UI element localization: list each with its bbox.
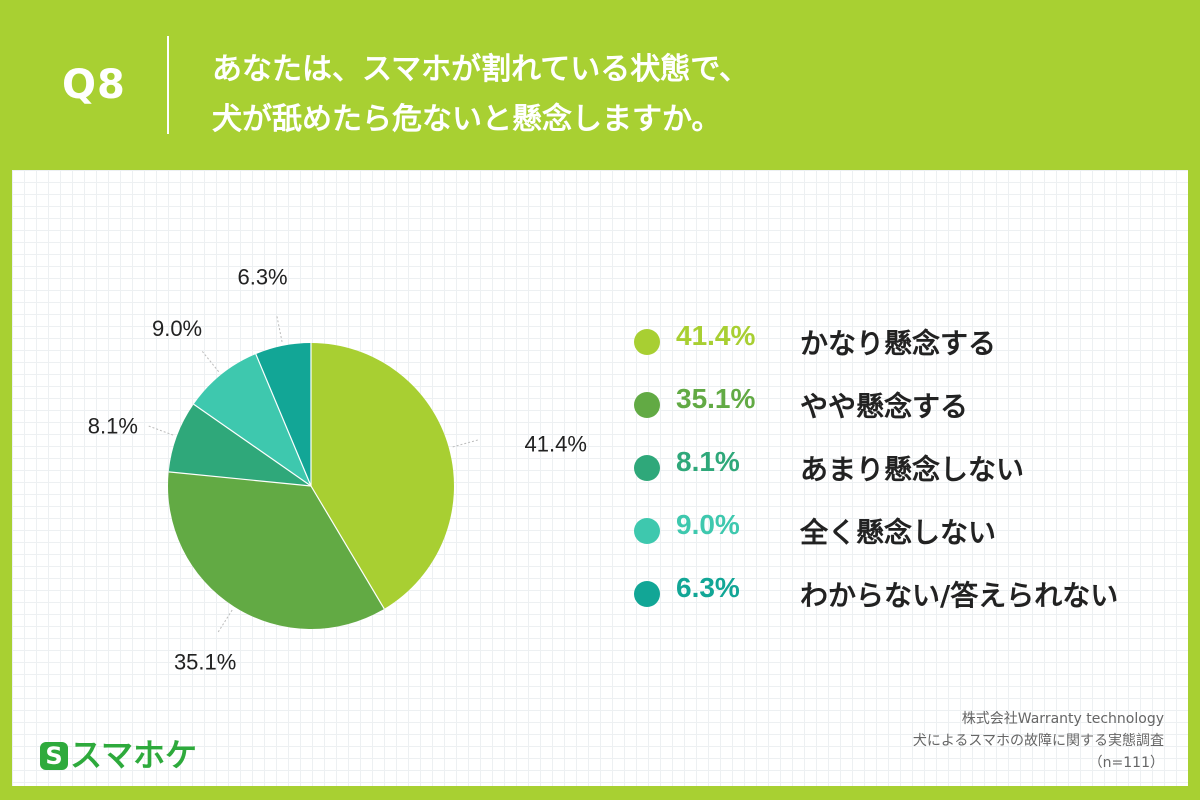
question-number: Q8 [62, 62, 126, 108]
legend-label: 全く懸念しない [800, 516, 997, 549]
source-company: 株式会社Warranty technology [961, 711, 1164, 727]
legend-dot-icon [634, 581, 660, 607]
pie-slice-4 [193, 354, 311, 486]
legend-label: やや懸念する [800, 390, 969, 423]
slice-separator-3 [168, 471, 312, 487]
data-label-3: 8.1% [88, 413, 138, 438]
brand-logo: S スマホケ [40, 730, 197, 776]
slice-separator-4 [193, 403, 312, 487]
data-label-4: 9.0% [152, 316, 202, 341]
logo-mark: S [40, 742, 68, 770]
pie-slice-5 [255, 343, 311, 486]
leader-line-5 [276, 314, 283, 342]
question-text-line2: 犬が舐めたら危ないと懸念しますか。 [212, 102, 722, 137]
legend-label: わからない/答えられない [800, 579, 1119, 612]
legend-label: あまり懸念しない [800, 453, 1025, 486]
pie-slice-2 [168, 471, 385, 629]
legend-dot-icon [634, 455, 660, 481]
chart-panel: 41.4% 35.1% 8.1% 9.0% 6.3% 41.4% かなり懸念する 35.1%… [12, 170, 1188, 786]
legend-percent: 8.1% [676, 446, 740, 477]
leader-line-1 [452, 439, 480, 448]
slice-separator-5 [255, 353, 312, 487]
pie-slice-3 [168, 404, 311, 486]
legend-dot-icon [634, 518, 660, 544]
legend-label: かなり懸念する [800, 327, 997, 360]
legend-percent: 41.4% [676, 320, 756, 351]
slice-separator-2 [310, 485, 385, 610]
logo-text: スマホケ [70, 736, 198, 774]
legend-percent: 9.0% [676, 509, 740, 540]
header: Q8 あなたは、スマホが割れている状態で、 犬が舐めたら危ないと懸念しますか。 [0, 0, 1200, 170]
pie-chart: 41.4% 35.1% 8.1% 9.0% 6.3% [88, 264, 587, 675]
question-text-line1: あなたは、スマホが割れている状態で、 [212, 52, 749, 87]
data-label-1: 41.4% [525, 432, 587, 457]
legend-percent: 35.1% [676, 383, 756, 414]
legend-dot-icon [634, 329, 660, 355]
header-divider [167, 36, 169, 134]
data-label-5: 6.3% [237, 264, 287, 289]
source-note: 株式会社Warranty technology 犬によるスマホの故障に関する実態… [913, 708, 1164, 774]
leader-line-2 [216, 609, 233, 634]
leader-line-3 [146, 424, 174, 436]
leader-line-4 [200, 349, 220, 372]
legend-dot-icon [634, 392, 660, 418]
data-label-2: 35.1% [174, 650, 236, 675]
pie-slice-1 [311, 343, 454, 609]
legend-percent: 6.3% [676, 572, 740, 603]
source-survey: 犬によるスマホの故障に関する実態調査 [912, 733, 1164, 749]
source-sample-size: （n=111） [1088, 755, 1164, 771]
